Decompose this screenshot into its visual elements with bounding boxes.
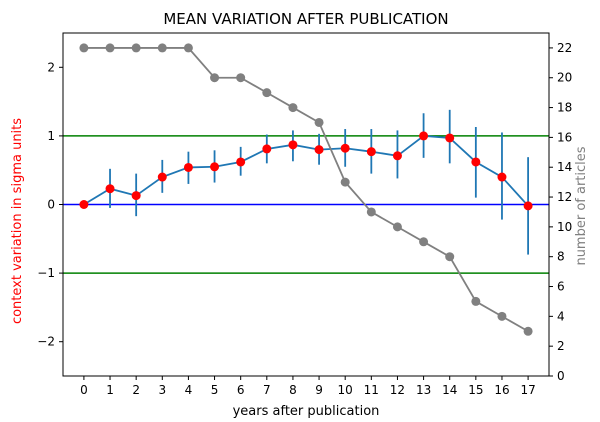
- data-point-right: [288, 103, 298, 113]
- data-point-left: [183, 162, 193, 172]
- right-tick-label: 12: [557, 190, 572, 204]
- data-point-left: [523, 201, 533, 211]
- x-tick-label: 5: [211, 383, 219, 397]
- x-axis-label: years after publication: [233, 404, 380, 419]
- x-tick-label: 17: [520, 383, 535, 397]
- data-point-left: [262, 144, 272, 154]
- right-tick-label: 16: [557, 130, 572, 144]
- data-point-right: [131, 43, 141, 53]
- data-point-left: [366, 147, 376, 157]
- data-point-left: [236, 157, 246, 167]
- data-point-left: [105, 184, 115, 194]
- data-point-right: [210, 73, 220, 83]
- left-tick-label: 0: [47, 198, 55, 212]
- x-tick-label: 1: [106, 383, 114, 397]
- right-tick-label: 0: [557, 369, 565, 383]
- data-point-right: [445, 252, 455, 262]
- right-tick-label: 10: [557, 220, 572, 234]
- x-tick-label: 2: [132, 383, 140, 397]
- data-point-right: [392, 222, 402, 232]
- x-tick-label: 15: [468, 383, 483, 397]
- right-tick-label: 6: [557, 280, 565, 294]
- x-tick-label: 7: [263, 383, 271, 397]
- data-point-right: [340, 177, 350, 187]
- series-line-right: [83, 47, 529, 333]
- chart-title: MEAN VARIATION AFTER PUBLICATION: [163, 10, 448, 28]
- x-tick-label: 11: [364, 383, 379, 397]
- data-point-left: [288, 140, 298, 150]
- data-point-left: [131, 191, 141, 201]
- left-tick-label: −1: [37, 266, 55, 280]
- right-tick-label: 4: [557, 309, 565, 323]
- data-point-left: [445, 133, 455, 143]
- data-point-left: [314, 145, 324, 155]
- data-point-right: [183, 43, 193, 53]
- data-point-left: [340, 143, 350, 153]
- series-line-left: [83, 134, 529, 207]
- x-tick-label: 3: [158, 383, 166, 397]
- x-tick-label: 14: [442, 383, 457, 397]
- data-point-left: [471, 157, 481, 167]
- x-tick-label: 8: [289, 383, 297, 397]
- left-tick-label: 1: [47, 129, 55, 143]
- right-axis-ticks: 0 2 4 6 8 10 12 14 16 18 20 22: [549, 41, 572, 383]
- x-tick-label: 12: [390, 383, 405, 397]
- data-point-right: [236, 73, 246, 83]
- data-point-right: [314, 117, 324, 127]
- data-point-left: [210, 162, 220, 172]
- right-tick-label: 18: [557, 101, 572, 115]
- data-point-left: [419, 131, 429, 141]
- data-point-right: [105, 43, 115, 53]
- data-point-left: [497, 172, 507, 182]
- reference-lines: [63, 135, 549, 274]
- right-tick-label: 20: [557, 71, 572, 85]
- right-tick-label: 8: [557, 250, 565, 264]
- data-point-left: [392, 151, 402, 161]
- data-point-right: [523, 326, 533, 336]
- left-tick-label: 2: [47, 60, 55, 74]
- right-axis-label: number of articles: [574, 146, 589, 265]
- data-point-left: [79, 200, 89, 209]
- right-tick-label: 14: [557, 160, 572, 174]
- data-point-right: [497, 311, 507, 321]
- x-tick-label: 13: [416, 383, 431, 397]
- x-tick-label: 4: [185, 383, 193, 397]
- left-axis-label: context variation in sigma units: [10, 118, 25, 324]
- x-axis-ticks: 0 1 2 3 4 5 6 7 8 9 10 11 12 13 14 15 16 17: [80, 376, 536, 397]
- right-tick-label: 22: [557, 41, 572, 55]
- data-point-right: [471, 296, 481, 306]
- error-bars: [109, 109, 529, 255]
- right-tick-label: 2: [557, 339, 565, 353]
- x-tick-label: 9: [315, 383, 323, 397]
- data-point-right: [157, 43, 167, 53]
- data-point-right: [419, 237, 429, 247]
- x-tick-label: 0: [80, 383, 88, 397]
- left-axis-ticks: −2 −1 0 1 2: [37, 60, 63, 349]
- x-tick-label: 16: [494, 383, 509, 397]
- left-tick-label: −2: [37, 335, 55, 349]
- data-point-right: [262, 88, 272, 98]
- x-tick-label: 6: [237, 383, 245, 397]
- series-lines: [83, 47, 529, 333]
- x-tick-label: 10: [338, 383, 353, 397]
- data-point-left: [157, 172, 167, 182]
- series-markers: [79, 43, 533, 336]
- data-point-right: [79, 43, 89, 53]
- data-point-right: [366, 207, 376, 217]
